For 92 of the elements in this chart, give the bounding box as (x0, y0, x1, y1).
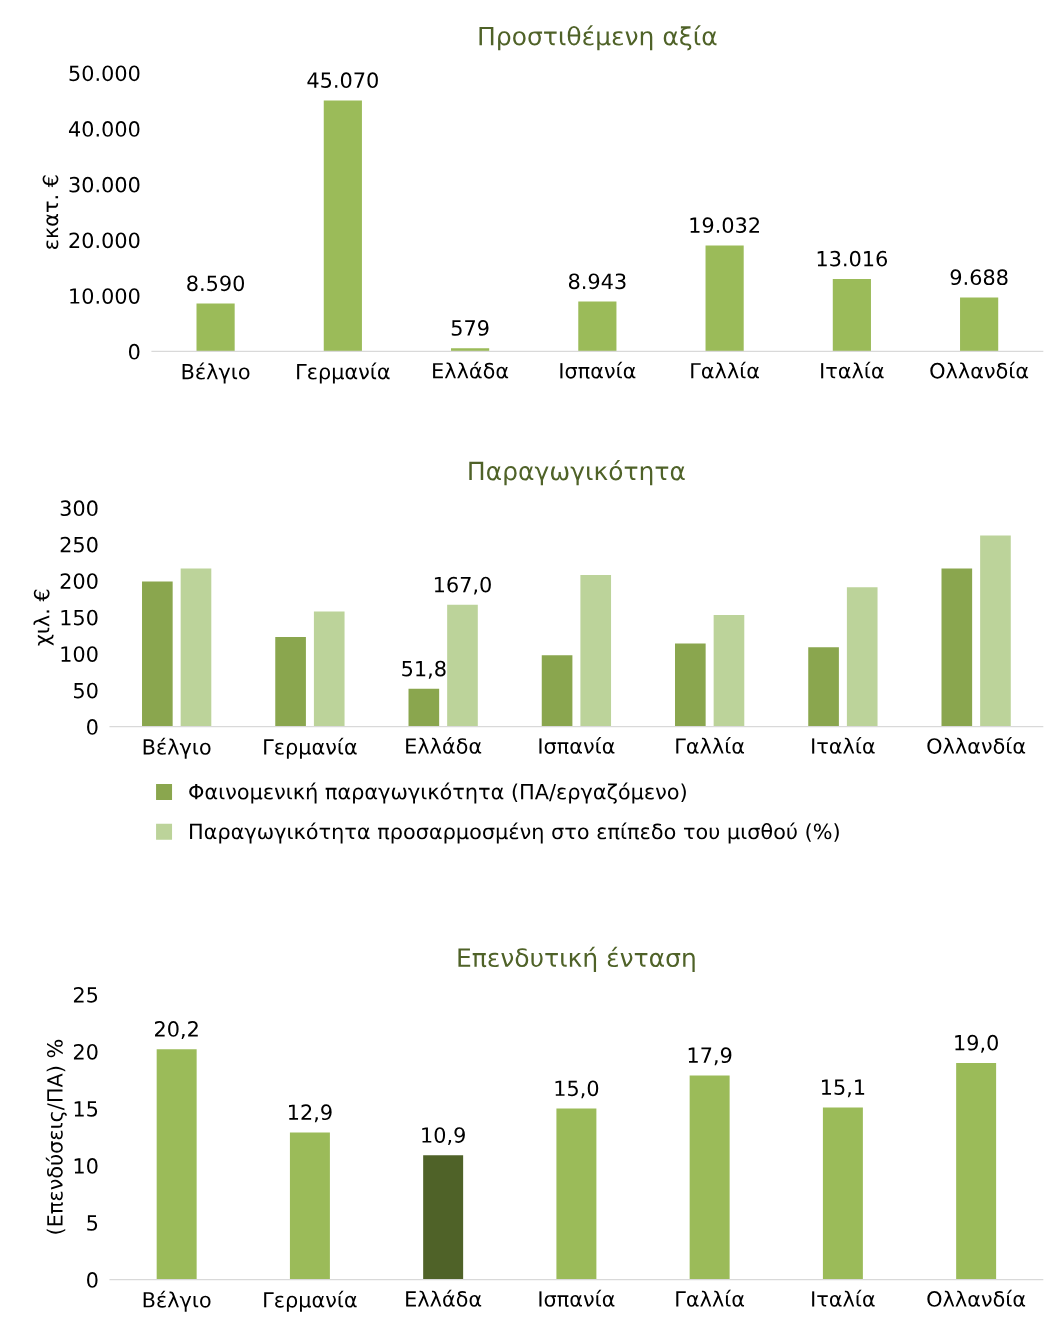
bar (541, 655, 573, 727)
x-tick-label: Γαλλία (676, 736, 745, 754)
bar (447, 604, 478, 727)
y-tick-label: 5 (87, 1215, 98, 1231)
y-tick-label: 25 (73, 986, 98, 1003)
x-tick-label: Γερμανία (297, 362, 390, 384)
bar (313, 611, 345, 727)
bar (289, 1132, 330, 1280)
x-tick-label: Ιταλία (812, 736, 875, 754)
bar (808, 647, 839, 727)
y-tick-label: 0 (87, 1272, 98, 1288)
bar (408, 688, 440, 727)
data-label: 20,2 (155, 1021, 198, 1039)
chart-title: Παραγωγικότητα (469, 460, 685, 486)
bar (580, 574, 612, 727)
bar (180, 568, 212, 727)
x-tick-label: Γερμανία (264, 1290, 357, 1312)
bar (142, 581, 173, 727)
bar (423, 1155, 464, 1280)
bar (846, 587, 878, 727)
x-tick-label: Ισπανία (539, 736, 615, 754)
data-label: 9.688 (950, 269, 1008, 286)
x-tick-label: Ολλανδία (927, 736, 1026, 754)
y-axis-title: (Επενδύσεις/ΠΑ) % (45, 1039, 67, 1234)
data-label: 51,8 (402, 660, 446, 679)
bar (675, 643, 706, 727)
data-label: 19.032 (690, 217, 759, 234)
y-axis-title: εκατ. € (42, 175, 59, 249)
x-tick-label: Ελλάδα (406, 736, 482, 754)
bar (960, 297, 999, 352)
x-tick-label: Ελλάδα (406, 1289, 482, 1307)
bar (822, 1107, 863, 1280)
bar (941, 568, 973, 727)
x-tick-label: Ολλανδία (930, 361, 1029, 379)
bar (451, 348, 490, 352)
bar (578, 301, 617, 352)
data-label: 12,9 (289, 1104, 332, 1123)
chart-title: Προστιθέμενη αξία (479, 25, 717, 51)
y-tick-label: 200 (60, 573, 98, 589)
x-tick-label: Ισπανία (539, 1289, 615, 1307)
data-label: 8.590 (187, 275, 245, 292)
x-tick-label: Ολλανδία (927, 1289, 1026, 1307)
bar (956, 1062, 997, 1280)
bar (196, 303, 235, 352)
x-tick-label: Βέλγιο (182, 362, 250, 384)
bar (689, 1075, 730, 1280)
y-tick-label: 0 (87, 719, 98, 735)
data-label: 13.016 (817, 250, 888, 267)
data-label: 15,0 (555, 1080, 599, 1099)
y-tick-label: 15 (74, 1101, 98, 1117)
x-tick-label: Βέλγιο (143, 1290, 211, 1312)
legend-label: Παραγωγικότητα προσαρμοσμένη στο επίπεδο του μισθού (%) (190, 822, 839, 844)
bar (705, 245, 744, 352)
y-tick-label: 10.000 (70, 288, 140, 304)
x-tick-label: Ιταλία (821, 361, 884, 379)
data-label: 15,1 (821, 1079, 865, 1098)
y-tick-label: 100 (61, 646, 98, 662)
bar (713, 615, 745, 727)
data-label: 19,0 (955, 1034, 998, 1053)
y-tick-label: 10 (74, 1158, 98, 1174)
legend-label: Φαινομενική παραγωγικότητα (ΠΑ/εργαζόμενο) (189, 782, 686, 804)
x-tick-label: Ιταλία (812, 1289, 875, 1307)
x-tick-label: Ισπανία (560, 361, 636, 379)
bar (275, 636, 306, 727)
chart-title: Επενδυτική ένταση (458, 946, 695, 972)
data-label: 8.943 (568, 273, 626, 290)
x-tick-label: Γαλλία (691, 361, 760, 379)
y-tick-label: 20 (73, 1043, 98, 1060)
y-axis-title: χιλ. € (33, 589, 54, 646)
y-tick-label: 300 (60, 500, 98, 517)
data-label: 17,9 (688, 1047, 732, 1066)
y-tick-label: 0 (128, 343, 140, 360)
x-tick-label: Βέλγιο (143, 737, 211, 759)
bar (323, 100, 362, 352)
bar (832, 278, 871, 352)
bar (156, 1049, 197, 1280)
y-tick-label: 250 (60, 536, 98, 553)
bar (980, 535, 1011, 727)
bar (556, 1108, 597, 1280)
data-label: 579 (451, 320, 489, 336)
y-tick-label: 50 (74, 682, 98, 699)
data-label: 45.070 (307, 72, 378, 89)
data-label: 167,0 (434, 576, 491, 595)
y-tick-label: 50.000 (69, 65, 140, 82)
y-tick-label: 150 (61, 609, 98, 626)
data-label: 10,9 (422, 1127, 465, 1146)
x-tick-label: Γαλλία (676, 1289, 745, 1307)
y-tick-label: 30.000 (69, 176, 140, 193)
x-tick-label: Γερμανία (264, 737, 357, 759)
x-tick-label: Ελλάδα (433, 361, 509, 379)
y-tick-label: 20.000 (69, 232, 140, 249)
y-tick-label: 40.000 (68, 121, 140, 137)
